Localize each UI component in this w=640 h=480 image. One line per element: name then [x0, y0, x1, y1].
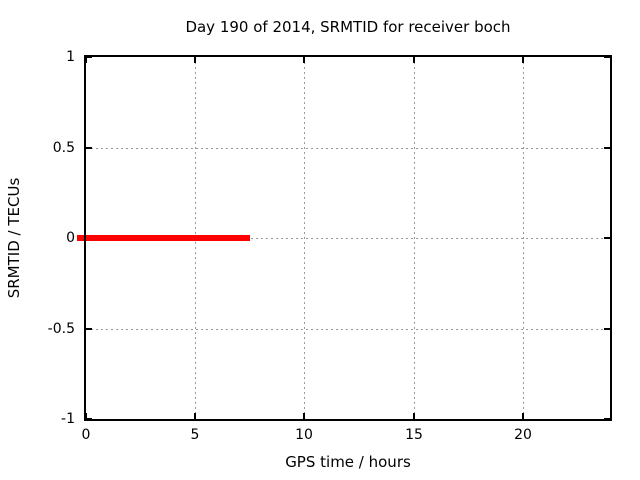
x-tick-label: 15 [405, 427, 423, 443]
x-tick-mark-bottom [413, 413, 415, 419]
gridline-horizontal [86, 329, 610, 330]
x-axis-label: GPS time / hours [285, 453, 411, 471]
x-tick-mark-top [303, 57, 305, 63]
y-tick-label: -0.5 [47, 321, 75, 337]
x-tick-mark-bottom [303, 413, 305, 419]
y-tick-mark-left [86, 328, 92, 330]
x-tick-label: 20 [514, 427, 532, 443]
x-tick-mark-top [413, 57, 415, 63]
data-line-srmtid [77, 235, 250, 241]
x-tick-mark-top [522, 57, 524, 63]
y-tick-label: 0 [66, 230, 75, 246]
y-tick-mark-left [86, 56, 92, 58]
x-tick-mark-top [85, 57, 87, 63]
y-tick-mark-left [86, 418, 92, 420]
plot-area [77, 56, 610, 420]
x-tick-label: 0 [81, 427, 91, 443]
y-tick-mark-right [604, 147, 610, 149]
gridline-horizontal [86, 148, 610, 149]
x-tick-mark-bottom [85, 413, 87, 419]
x-tick-label: 5 [190, 427, 200, 443]
y-tick-mark-right [604, 237, 610, 239]
x-tick-label: 10 [295, 427, 313, 443]
y-tick-mark-right [604, 56, 610, 58]
x-tick-mark-bottom [194, 413, 196, 419]
y-tick-mark-right [604, 418, 610, 420]
gridline-horizontal [86, 238, 610, 239]
chart-title: Day 190 of 2014, SRMTID for receiver boc… [185, 18, 511, 36]
x-tick-mark-top [194, 57, 196, 63]
y-axis-label: SRMTID / TECUs [5, 177, 23, 299]
y-tick-mark-right [604, 328, 610, 330]
y-tick-label: 1 [66, 49, 75, 65]
y-tick-label: 0.5 [52, 140, 75, 156]
y-tick-mark-left [86, 147, 92, 149]
x-tick-mark-bottom [522, 413, 524, 419]
y-tick-label: -1 [61, 411, 75, 427]
